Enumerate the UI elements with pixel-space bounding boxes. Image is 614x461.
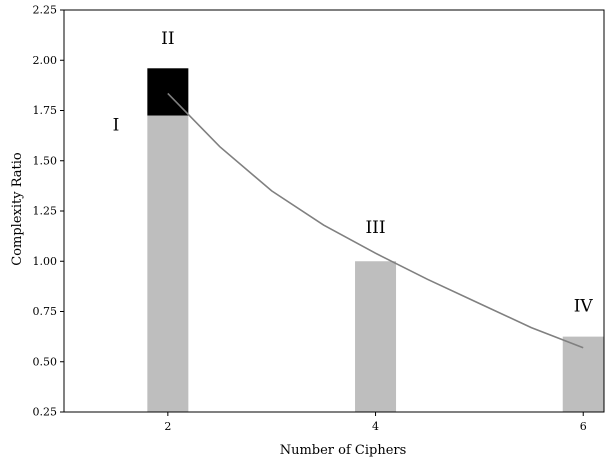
annotation-label: IV	[574, 297, 594, 317]
axes-frame	[63, 9, 605, 413]
x-tick-label: 2	[164, 420, 171, 433]
x-axis-label: Number of Ciphers	[280, 443, 407, 458]
bar-series1-x2	[147, 115, 189, 413]
bar-series1-x4	[355, 261, 397, 412]
y-tick-label: 1.25	[33, 205, 58, 218]
annotation-label: I	[113, 116, 120, 136]
annotation-label: III	[365, 218, 385, 238]
bar-series1-x6	[562, 336, 604, 412]
y-tick-label: 1.75	[33, 104, 58, 117]
y-axis-label: Complexity Ratio	[10, 152, 25, 266]
y-tick-label: 0.75	[33, 305, 58, 318]
y-tick-label: 1.50	[33, 154, 58, 167]
x-tick-label: 4	[372, 420, 379, 433]
y-tick-label: 2.00	[33, 54, 58, 67]
annotation-label: II	[161, 29, 174, 49]
y-tick-label: 0.50	[33, 355, 58, 368]
axes: 0.25 0.50 0.75 1.00 1.25 1.50 1.75 2.00 2.25 2 4 6	[33, 4, 605, 433]
x-tick-label: 6	[580, 420, 587, 433]
trend-curve	[167, 92, 584, 349]
y-tick-label: 1.00	[33, 255, 58, 268]
y-tick-label: 0.25	[33, 406, 58, 419]
y-tick-label: 2.25	[33, 4, 58, 17]
